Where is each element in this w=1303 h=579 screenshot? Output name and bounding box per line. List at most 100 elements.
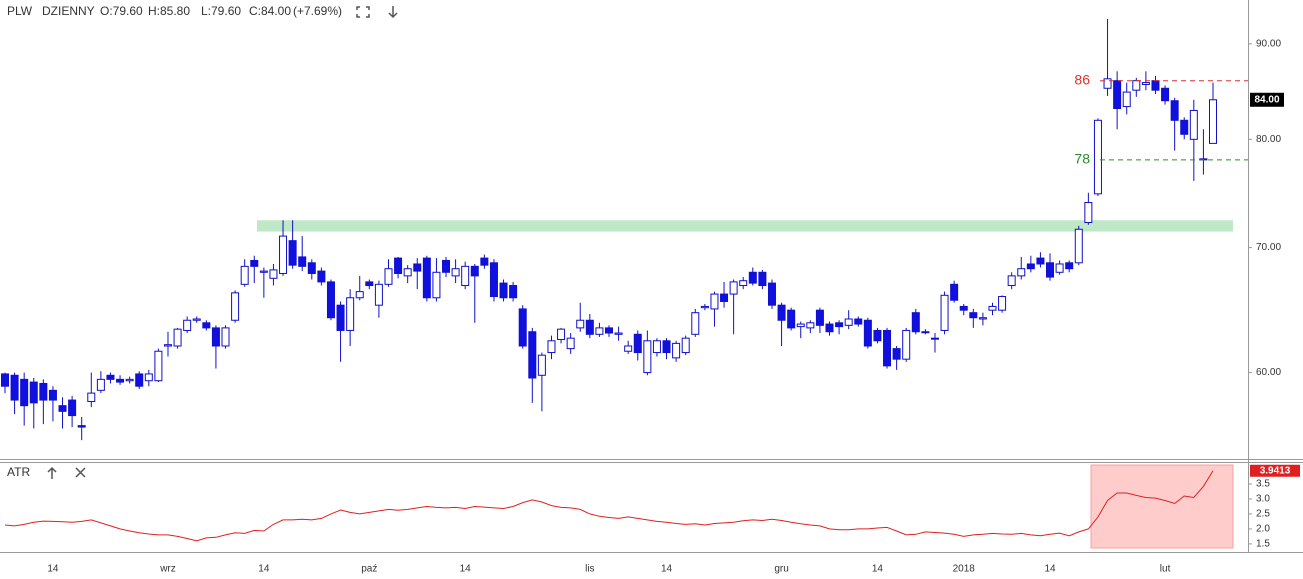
candle-body xyxy=(873,329,882,342)
candle-body xyxy=(374,283,383,306)
candle-body xyxy=(346,297,355,331)
candle-body xyxy=(835,322,844,328)
candle-body xyxy=(29,381,38,404)
candle-body xyxy=(681,337,690,354)
candle-body xyxy=(767,282,776,306)
candle-body xyxy=(940,294,949,331)
candle-body xyxy=(1132,80,1141,91)
candle-body xyxy=(307,262,316,274)
candle-body xyxy=(317,270,326,283)
move-up-icon[interactable] xyxy=(47,466,57,479)
candle-body xyxy=(106,374,115,380)
candle-body xyxy=(969,312,978,319)
candle-body xyxy=(787,309,796,329)
candle-body xyxy=(163,344,172,347)
candle-body xyxy=(1161,87,1170,102)
candle-body xyxy=(336,304,345,331)
header-text: L:79.60 xyxy=(201,4,241,18)
candle-body xyxy=(557,328,566,340)
candle-body xyxy=(1017,268,1026,277)
candle-body xyxy=(1151,80,1160,91)
candle-body xyxy=(777,304,786,321)
candle-body xyxy=(815,309,824,326)
candle-body xyxy=(183,319,192,331)
price-zone xyxy=(257,220,1233,232)
header-text: C:84.00 xyxy=(249,4,291,18)
x-tick-label: 2018 xyxy=(953,564,976,575)
x-tick-label: 14 xyxy=(460,564,472,575)
level-label: 86 xyxy=(1074,71,1090,87)
header-text: H:85.80 xyxy=(148,4,190,18)
y-tick-label: 2.5 xyxy=(1256,509,1270,520)
candle-body xyxy=(298,256,307,267)
candle-body xyxy=(1007,275,1016,287)
candle-body xyxy=(39,382,48,401)
candle-body xyxy=(202,322,211,329)
y-tick-label: 70.00 xyxy=(1256,242,1281,253)
x-tick-label: 14 xyxy=(872,564,884,575)
candle-body xyxy=(883,329,892,367)
x-tick-label: paź xyxy=(361,564,377,575)
candle-body xyxy=(1084,202,1093,224)
candle-body xyxy=(710,293,719,310)
candle-body xyxy=(614,332,623,335)
x-tick-label: gru xyxy=(774,564,788,575)
candle-body xyxy=(58,405,67,412)
candle-body xyxy=(1180,119,1189,135)
y-tick-label: 3.0 xyxy=(1256,494,1270,505)
fullscreen-icon[interactable] xyxy=(356,6,370,18)
candle-body xyxy=(451,268,460,277)
candle-body xyxy=(413,263,422,272)
candle-body xyxy=(231,292,240,321)
candle-body xyxy=(1103,78,1112,89)
candle-body xyxy=(499,282,508,299)
header-text: PLW xyxy=(7,4,33,18)
candle-body xyxy=(1113,80,1122,110)
atr-title: ATR xyxy=(7,465,30,479)
candle-body xyxy=(1209,99,1217,144)
candle-body xyxy=(988,305,997,311)
candle-body xyxy=(950,283,959,301)
candle-body xyxy=(806,322,815,329)
candle-body xyxy=(125,378,134,382)
candle-body xyxy=(432,271,441,299)
candle-body xyxy=(959,305,968,311)
candle-body xyxy=(1141,82,1150,85)
y-tick-label: 60.00 xyxy=(1256,367,1281,378)
candle-body xyxy=(1065,262,1074,270)
download-icon[interactable] xyxy=(388,6,398,19)
candle-body xyxy=(978,317,987,320)
candle-body xyxy=(576,319,585,329)
candle-body xyxy=(1,373,9,387)
candle-body xyxy=(720,293,729,302)
x-tick-label: 14 xyxy=(47,564,59,575)
candle-body xyxy=(154,350,163,382)
candle-body xyxy=(921,331,930,334)
candle-body xyxy=(326,281,335,319)
last-price-label: 84.00 xyxy=(1254,94,1279,105)
candle-body xyxy=(528,331,537,379)
candle-body xyxy=(624,345,633,352)
x-tick-label: wrz xyxy=(159,564,176,575)
x-tick-label: 14 xyxy=(1044,564,1056,575)
candle-body xyxy=(221,327,230,347)
candle-body xyxy=(442,259,451,273)
candle-body xyxy=(1170,100,1179,121)
candle-body xyxy=(489,262,498,298)
candle-body xyxy=(892,348,901,360)
candle-body xyxy=(1122,91,1131,108)
candle-body xyxy=(566,337,575,350)
candle-body xyxy=(269,269,278,279)
close-icon[interactable] xyxy=(75,467,86,478)
candle-body xyxy=(739,280,748,287)
candle-body xyxy=(911,312,920,333)
candle-body xyxy=(633,333,642,354)
candle-body xyxy=(1074,228,1083,264)
atr-highlight xyxy=(1090,464,1234,549)
candle-body xyxy=(585,319,594,335)
x-tick-label: 14 xyxy=(258,564,270,575)
candle-body xyxy=(662,340,671,354)
candle-body xyxy=(288,240,297,266)
y-tick-label: 2.0 xyxy=(1256,524,1270,535)
